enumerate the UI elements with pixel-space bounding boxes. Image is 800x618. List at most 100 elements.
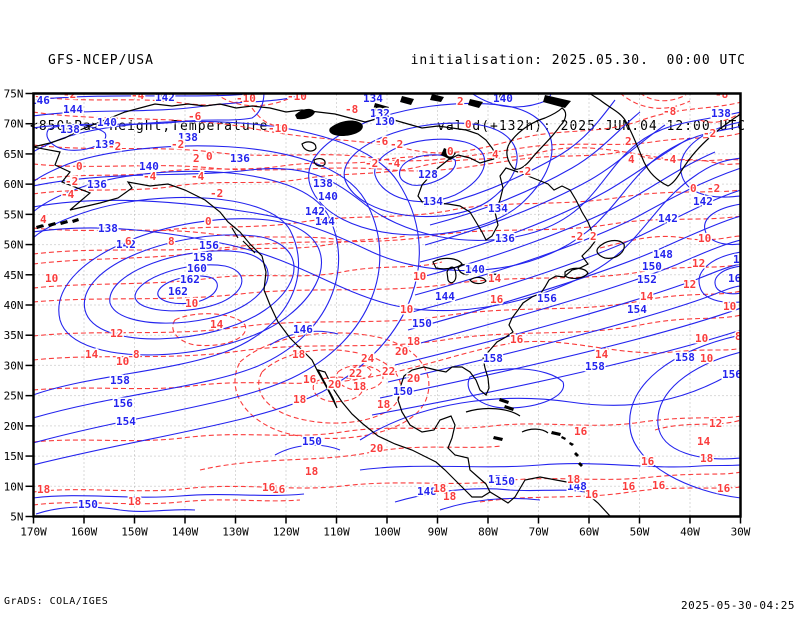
temp-value-label: -10 bbox=[236, 92, 256, 105]
lon-tick-label: 140W bbox=[172, 526, 199, 539]
temp-value-label: 18 bbox=[433, 482, 446, 495]
height-value-label: 158 bbox=[675, 351, 695, 364]
small-islands bbox=[36, 94, 583, 467]
height-value-label: 142 bbox=[155, 91, 175, 104]
temp-value-label: 16 bbox=[510, 333, 524, 346]
temp-value-label: 14 bbox=[697, 435, 711, 448]
height-value-label: 142 bbox=[693, 195, 713, 208]
cuba bbox=[465, 407, 521, 417]
height-value-label: 148 bbox=[653, 248, 673, 261]
temp-value-label: 2 bbox=[590, 230, 597, 243]
lon-tick-label: 110W bbox=[323, 526, 350, 539]
temp-value-label: 22 bbox=[382, 365, 395, 378]
temp-value-label: 18 bbox=[353, 380, 366, 393]
height-value-label: 136 bbox=[87, 178, 107, 191]
temp-value-label: -6 bbox=[188, 110, 202, 123]
height-value-label: 156 bbox=[113, 397, 133, 410]
lat-tick-label: 55N bbox=[4, 208, 24, 221]
grads-credit: GrADS: COLA/IGES bbox=[4, 596, 109, 607]
great-lakes bbox=[432, 257, 501, 285]
height-value-label: 138 bbox=[313, 177, 333, 190]
height-value-label: 162 bbox=[728, 272, 748, 285]
temp-value-label: 8 bbox=[735, 330, 742, 343]
temp-value-label: 0 bbox=[690, 182, 697, 195]
temp-value-label: 10 bbox=[723, 300, 736, 313]
temp-value-label: 14 bbox=[595, 348, 609, 361]
temp-value-label: 18 bbox=[293, 393, 306, 406]
temp-value-label: 8 bbox=[133, 348, 140, 361]
temp-value-label: 10 bbox=[700, 352, 713, 365]
temp-value-label: -10 bbox=[268, 122, 288, 135]
caribbean-islands bbox=[493, 398, 583, 467]
lat-tick-label: 15N bbox=[4, 450, 24, 463]
temp-value-label: -2 bbox=[108, 140, 121, 153]
temp-value-label: 12 bbox=[692, 257, 705, 270]
lon-tick-label: 30W bbox=[731, 526, 751, 539]
height-value-label: 156 bbox=[199, 239, 219, 252]
lat-tick-label: 30N bbox=[4, 359, 24, 372]
height-value-label: 144 bbox=[63, 103, 83, 116]
height-value-label: 150 bbox=[393, 385, 413, 398]
lon-tick-label: 70W bbox=[529, 526, 549, 539]
lat-tick-label: 10N bbox=[4, 480, 24, 493]
height-value-label: 158 bbox=[483, 352, 503, 365]
aleutian-islands bbox=[36, 218, 79, 229]
lat-tick-label: 65N bbox=[4, 148, 24, 161]
temp-value-label: 10 bbox=[185, 297, 198, 310]
temp-value-label: 14 bbox=[85, 348, 99, 361]
height-value-label: 134 bbox=[488, 202, 508, 215]
nova-scotia bbox=[564, 267, 589, 279]
height-value-label: 158 bbox=[193, 251, 213, 264]
temp-value-label: -2 bbox=[570, 230, 583, 243]
height-value-label: 138 bbox=[60, 123, 80, 136]
temp-value-label: 16 bbox=[303, 373, 317, 386]
lon-tick-label: 170W bbox=[20, 526, 47, 539]
temp-value-label: 20 bbox=[395, 345, 408, 358]
lon-tick-label: 50W bbox=[630, 526, 650, 539]
height-value-label: 140 bbox=[139, 160, 159, 173]
temp-value-label: -2 bbox=[707, 182, 720, 195]
temp-value-label: 20 bbox=[370, 442, 383, 455]
temp-value-label: -2 bbox=[63, 88, 76, 101]
temp-value-label: 10 bbox=[45, 272, 58, 285]
coastlines bbox=[34, 94, 740, 516]
temp-value-label: -2 bbox=[390, 138, 403, 151]
height-value-label: 150 bbox=[302, 435, 322, 448]
temp-value-label: -8 bbox=[663, 105, 676, 118]
temp-value-label: 0 bbox=[76, 160, 83, 173]
temp-value-label: 12 bbox=[709, 417, 722, 430]
lon-tick-label: 80W bbox=[478, 526, 498, 539]
temp-value-label: 16 bbox=[641, 455, 655, 468]
temp-value-label: -2 bbox=[703, 127, 716, 140]
temp-value-label: 18 bbox=[700, 452, 713, 465]
height-value-label: 150 bbox=[412, 317, 432, 330]
height-value-label: 144 bbox=[315, 215, 335, 228]
height-value-label: 146 bbox=[30, 94, 50, 107]
temp-value-label: -4 bbox=[191, 170, 205, 183]
temp-value-label: 18 bbox=[37, 483, 50, 496]
height-value-label: 162 bbox=[180, 273, 200, 286]
height-value-label: 142 bbox=[305, 205, 325, 218]
temp-value-label: 16 bbox=[585, 488, 599, 501]
temp-value-label: 16 bbox=[272, 483, 286, 496]
height-value-label: 158 bbox=[733, 253, 753, 266]
temp-value-label: 20 bbox=[328, 378, 341, 391]
height-value-label: 156 bbox=[488, 473, 508, 486]
temp-value-label: 18 bbox=[443, 490, 456, 503]
temp-value-label: 2 bbox=[625, 135, 632, 148]
height-value-label: 140 bbox=[97, 116, 117, 129]
temp-value-label: -4 bbox=[663, 153, 677, 166]
height-value-label: 158 bbox=[585, 360, 605, 373]
temp-value-label: 0 bbox=[205, 215, 212, 228]
temp-value-label: -2 bbox=[171, 138, 184, 151]
temp-value-label: -4 bbox=[143, 170, 157, 183]
temp-value-label: -6 bbox=[375, 135, 389, 148]
temp-value-label: 16 bbox=[652, 479, 666, 492]
temp-value-label: 16 bbox=[622, 480, 636, 493]
temp-value-label: 10 bbox=[116, 355, 129, 368]
temp-value-label: 18 bbox=[567, 473, 580, 486]
temp-value-label: 22 bbox=[349, 367, 362, 380]
lat-tick-label: 25N bbox=[4, 390, 24, 403]
temp-value-label: 20 bbox=[407, 372, 420, 385]
